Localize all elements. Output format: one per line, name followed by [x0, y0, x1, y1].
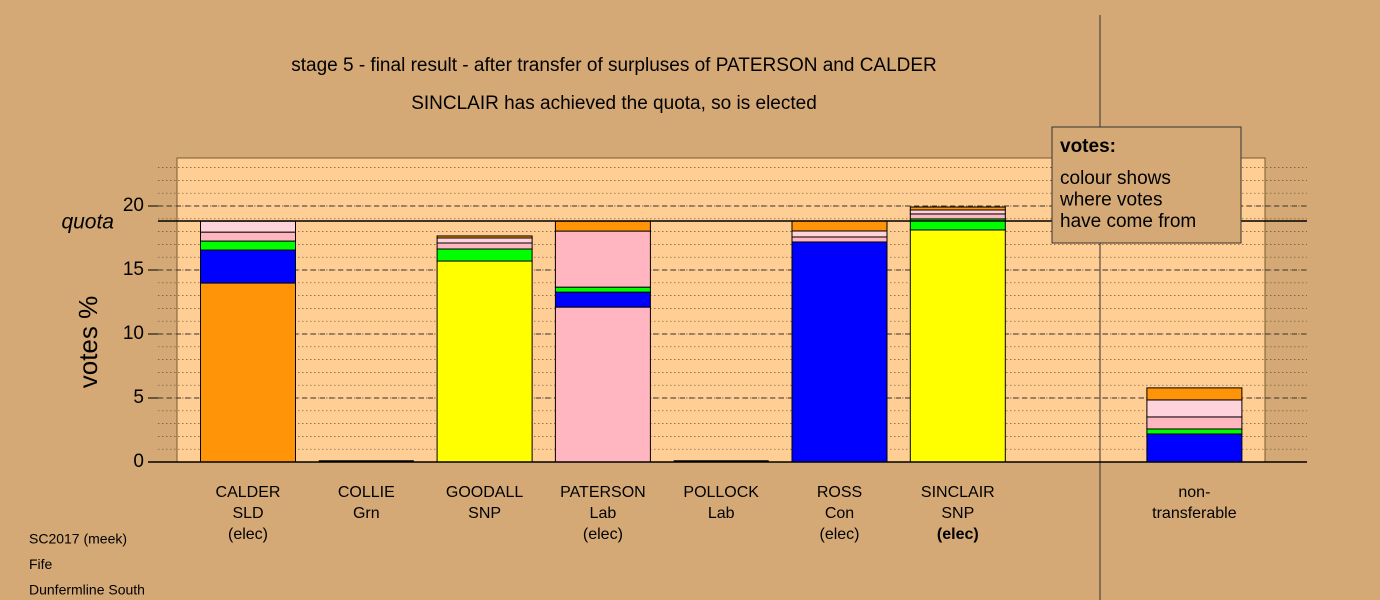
x-tick-label: PATERSON: [560, 484, 646, 501]
x-tick-label: Lab: [590, 505, 617, 522]
y-tick-label: 10: [123, 323, 144, 344]
bar-segment: [436, 260, 533, 463]
bar-segment: [1146, 387, 1243, 401]
y-tick-label: 20: [123, 195, 144, 216]
x-tick-label: CALDER: [216, 484, 281, 501]
quota-label: quota: [61, 211, 114, 234]
bar-segment: [909, 209, 1006, 215]
bar-segment: [554, 306, 651, 463]
bar-segment: [554, 291, 651, 308]
x-tick-label: transferable: [1152, 505, 1237, 522]
x-tick-label: (elec): [228, 526, 268, 543]
y-tick-label: 15: [123, 259, 144, 280]
x-tick-label: Con: [825, 505, 854, 522]
bar-segment: [791, 220, 888, 232]
bar-segment: [436, 242, 533, 250]
bar-segment: [200, 220, 296, 233]
y-tick-label: 5: [133, 387, 144, 408]
bar-segment: [909, 206, 1006, 211]
bar-segment: [791, 241, 888, 463]
y-axis-label: votes %: [73, 296, 103, 389]
x-tick-label: SLD: [232, 505, 263, 522]
x-tick-label: (elec): [583, 526, 623, 543]
x-tick-label: SNP: [468, 505, 501, 522]
bar-segment: [436, 237, 533, 244]
info-line: have come from: [1060, 211, 1196, 232]
x-tick-label: (elec): [937, 526, 979, 543]
bar-segment: [1146, 433, 1243, 463]
bar-segment: [791, 230, 888, 238]
bar-segment: [554, 286, 651, 293]
info-line: where votes: [1059, 190, 1162, 211]
x-tick-label: Lab: [708, 505, 735, 522]
info-line: colour shows: [1060, 168, 1171, 189]
bar-segment: [200, 249, 296, 284]
bar-segment: [554, 230, 651, 288]
x-tick-label: ROSS: [817, 484, 862, 501]
x-tick-label: (elec): [819, 526, 859, 543]
bar-segment: [1146, 399, 1243, 418]
x-tick-label: COLLIE: [338, 484, 395, 501]
chart-subtitle: SINCLAIR has achieved the quota, so is e…: [411, 93, 817, 114]
x-tick-label: SNP: [941, 505, 974, 522]
x-tick-label: non-: [1178, 484, 1210, 501]
bar-segment: [200, 240, 296, 251]
bar-segment: [436, 235, 533, 239]
bar-segment: [791, 236, 888, 243]
footnote: SC2017 (meek): [29, 531, 127, 547]
x-tick-label: SINCLAIR: [921, 484, 995, 501]
bar-segment: [909, 229, 1006, 463]
chart-title: stage 5 - final result - after transfer …: [291, 55, 937, 76]
footnote: Fife: [29, 556, 53, 572]
footnote: Dunfermline South: [29, 582, 145, 598]
y-tick-label: 0: [133, 451, 144, 472]
x-tick-label: POLLOCK: [683, 484, 759, 501]
info-box: [1051, 126, 1242, 244]
bar-segment: [1146, 428, 1243, 435]
x-tick-label: GOODALL: [446, 484, 523, 501]
bar-segment: [436, 248, 533, 262]
info-title: votes:: [1060, 136, 1116, 157]
bar-segment: [554, 220, 651, 232]
x-tick-label: Grn: [353, 505, 380, 522]
bar-segment: [909, 213, 1006, 220]
bar-segment: [1146, 416, 1243, 430]
bar-segment: [200, 231, 296, 242]
bar-segment: [200, 282, 296, 463]
